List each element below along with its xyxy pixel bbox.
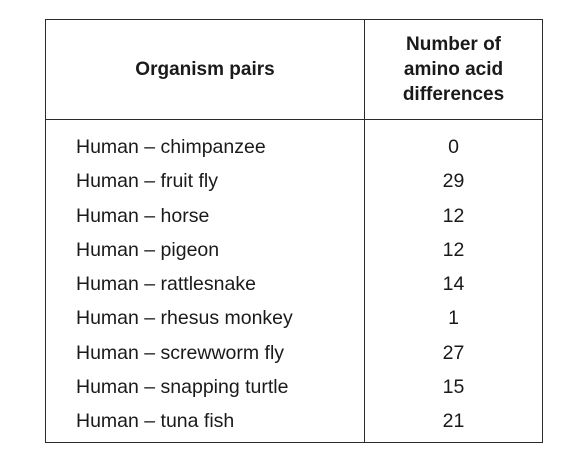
difference-count-cell: 12 xyxy=(442,238,465,261)
organism-pair-cell: Human – rattlesnake xyxy=(76,273,256,296)
data-table: Organism pairs Number of amino acid diff… xyxy=(45,19,543,443)
organism-pair-cell: Human – horse xyxy=(76,204,210,227)
organism-pair-cell: Human – rhesus monkey xyxy=(76,307,293,330)
header-line: differences xyxy=(402,84,505,105)
table-row: Human – horse 12 xyxy=(46,199,542,233)
table-header: Organism pairs Number of amino acid diff… xyxy=(46,20,542,120)
organism-pair-cell: Human – snapping turtle xyxy=(76,376,289,399)
difference-count-cell: 27 xyxy=(442,341,465,364)
table-row: Human – rattlesnake 14 xyxy=(46,267,542,301)
difference-count-cell: 29 xyxy=(442,170,465,193)
difference-count-cell: 0 xyxy=(448,136,459,158)
table-row: Human – tuna fish 21 xyxy=(46,404,542,438)
table-row: Human – snapping turtle 15 xyxy=(46,370,542,404)
difference-count-cell: 15 xyxy=(442,376,465,399)
header-line: amino acid xyxy=(403,59,504,80)
header-organism-pairs: Organism pairs xyxy=(135,58,275,80)
table-row: Human – fruit fly 29 xyxy=(46,164,542,198)
table-row: Human – rhesus monkey 1 xyxy=(46,301,542,335)
difference-count-cell: 12 xyxy=(442,204,465,227)
difference-count-cell: 14 xyxy=(442,273,465,296)
header-amino-acid-differences: Number of amino acid differences xyxy=(365,20,542,119)
organism-pair-cell: Human – tuna fish xyxy=(76,410,235,433)
table-row: Human – pigeon 12 xyxy=(46,233,542,267)
organism-pair-cell: Human – fruit fly xyxy=(76,170,218,193)
table-row: Human – screwworm fly 27 xyxy=(46,336,542,370)
organism-pair-cell: Human – pigeon xyxy=(76,238,220,261)
organism-pair-cell: Human – screwworm fly xyxy=(76,341,285,364)
table-body: Human – chimpanzee 0 Human – fruit fly 2… xyxy=(46,130,542,439)
organism-pair-cell: Human – chimpanzee xyxy=(76,136,266,158)
table-row: Human – chimpanzee 0 xyxy=(46,130,542,164)
difference-count-cell: 21 xyxy=(442,410,465,433)
header-line: Number of xyxy=(406,34,501,55)
difference-count-cell: 1 xyxy=(448,307,459,330)
column-divider xyxy=(364,20,365,442)
